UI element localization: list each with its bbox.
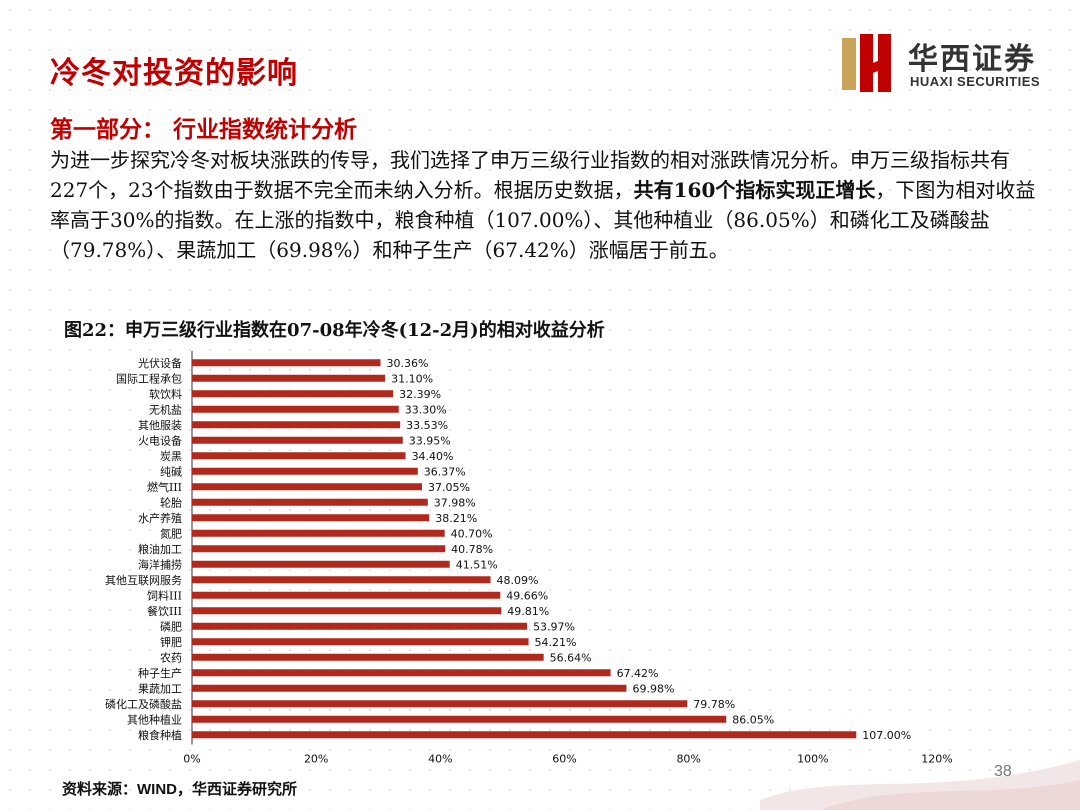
bar-4 bbox=[192, 421, 401, 429]
category-label-24: 粮食种植 bbox=[138, 728, 182, 742]
category-label-17: 磷肥 bbox=[160, 620, 182, 633]
value-label-10: 38.21% bbox=[435, 512, 477, 525]
category-label-6: 炭黑 bbox=[160, 450, 182, 463]
bar-8 bbox=[192, 483, 423, 491]
category-label-12: 粮油加工 bbox=[138, 542, 182, 556]
bar-0 bbox=[192, 359, 381, 367]
value-label-5: 33.95% bbox=[409, 434, 451, 447]
value-label-18: 54.21% bbox=[535, 636, 577, 649]
category-label-10: 水产养殖 bbox=[138, 511, 182, 525]
bar-14 bbox=[192, 576, 491, 584]
x-tick-label-4: 80% bbox=[676, 753, 700, 766]
bar-21 bbox=[192, 684, 627, 692]
category-label-7: 纯碱 bbox=[160, 465, 182, 478]
bar-12 bbox=[192, 545, 446, 553]
x-tick-label-1: 20% bbox=[304, 753, 328, 766]
category-label-3: 无机盐 bbox=[149, 402, 182, 416]
x-tick-label-2: 40% bbox=[428, 753, 452, 766]
chart-title: 图22：申万三级行业指数在07-08年冷冬(12-2月)的相对收益分析 bbox=[64, 320, 605, 341]
bar-24 bbox=[192, 731, 857, 739]
category-label-16: 餐饮III bbox=[147, 604, 182, 618]
value-label-9: 37.98% bbox=[434, 496, 476, 509]
value-label-0: 30.36% bbox=[386, 357, 428, 370]
bar-23 bbox=[192, 715, 727, 723]
bar-1 bbox=[192, 374, 386, 382]
bar-2 bbox=[192, 390, 394, 398]
x-tick-label-3: 60% bbox=[552, 753, 576, 766]
value-label-22: 79.78% bbox=[693, 698, 735, 711]
page-title: 冷冬对投资的影响 bbox=[50, 56, 298, 91]
category-label-1: 国际工程承包 bbox=[116, 372, 182, 385]
category-label-13: 海洋捕捞 bbox=[138, 557, 182, 571]
bar-22 bbox=[192, 700, 688, 708]
category-label-0: 光伏设备 bbox=[138, 356, 182, 370]
value-label-16: 49.81% bbox=[507, 605, 549, 618]
bar-15 bbox=[192, 591, 501, 599]
category-label-20: 种子生产 bbox=[138, 666, 182, 680]
decorative-waves bbox=[760, 760, 1080, 810]
bar-3 bbox=[192, 405, 399, 413]
category-label-23: 其他种植业 bbox=[127, 712, 182, 726]
bar-5 bbox=[192, 436, 403, 444]
company-logo: 华西证券 HUAXI SECURITIES bbox=[842, 34, 1052, 94]
value-label-17: 53.97% bbox=[533, 620, 575, 633]
value-label-24: 107.00% bbox=[862, 729, 911, 742]
bar-16 bbox=[192, 607, 502, 615]
value-label-12: 40.78% bbox=[451, 543, 493, 556]
huaxi-logo-icon bbox=[842, 34, 891, 92]
category-label-11: 氮肥 bbox=[160, 526, 182, 540]
value-label-2: 32.39% bbox=[399, 388, 441, 401]
bar-6 bbox=[192, 452, 406, 460]
logo-english-name: HUAXI SECURITIES bbox=[910, 74, 1041, 89]
body-paragraph: 为进一步探究冷冬对板块涨跌的传导，我们选择了申万三级行业指数的相对涨跌情况分析。… bbox=[50, 145, 1040, 265]
page-number: 38 bbox=[994, 763, 1012, 780]
logo-chinese-name: 华西证券 bbox=[908, 42, 1036, 77]
value-label-19: 56.64% bbox=[550, 651, 592, 664]
category-label-14: 其他互联网服务 bbox=[105, 574, 182, 587]
bar-19 bbox=[192, 653, 544, 661]
section-subtitle: 第一部分： 行业指数统计分析 bbox=[50, 116, 358, 143]
value-label-15: 49.66% bbox=[506, 589, 548, 602]
category-label-18: 钾肥 bbox=[160, 635, 182, 649]
category-label-22: 磷化工及磷酸盐 bbox=[105, 697, 182, 711]
value-label-4: 33.53% bbox=[406, 419, 448, 432]
body-text-bold: 共有160个指标实现正增长 bbox=[633, 178, 876, 202]
category-label-2: 软饮料 bbox=[149, 387, 182, 401]
value-label-21: 69.98% bbox=[632, 682, 674, 695]
bar-9 bbox=[192, 498, 428, 506]
value-label-3: 33.30% bbox=[405, 403, 447, 416]
bar-20 bbox=[192, 669, 611, 677]
data-source: 资料来源：WIND，华西证券研究所 bbox=[62, 781, 297, 798]
value-label-13: 41.51% bbox=[456, 558, 498, 571]
bar-13 bbox=[192, 560, 450, 568]
value-label-7: 36.37% bbox=[424, 465, 466, 478]
category-label-8: 燃气III bbox=[147, 480, 182, 494]
value-label-6: 34.40% bbox=[412, 450, 454, 463]
category-label-5: 火电设备 bbox=[138, 433, 182, 447]
body-text-part1: 为进一步探究冷冬对板块涨跌的传导，我们选择了申万三级行业指数的相对涨跌情况分析。… bbox=[50, 148, 1010, 202]
value-label-1: 31.10% bbox=[391, 372, 433, 385]
value-label-8: 37.05% bbox=[428, 481, 470, 494]
bar-18 bbox=[192, 638, 529, 646]
value-label-14: 48.09% bbox=[497, 574, 539, 587]
category-label-15: 饲料III bbox=[147, 588, 182, 602]
category-label-9: 轮胎 bbox=[160, 495, 182, 509]
value-label-20: 67.42% bbox=[617, 667, 659, 680]
category-label-19: 农药 bbox=[160, 650, 182, 664]
value-label-11: 40.70% bbox=[451, 527, 493, 540]
x-tick-label-0: 0% bbox=[183, 753, 200, 766]
bar-11 bbox=[192, 529, 445, 537]
bar-7 bbox=[192, 467, 418, 475]
x-tick-label-6: 120% bbox=[921, 753, 952, 766]
category-label-21: 果蔬加工 bbox=[138, 682, 182, 695]
x-tick-label-5: 100% bbox=[797, 753, 828, 766]
value-label-23: 86.05% bbox=[732, 713, 774, 726]
bar-10 bbox=[192, 514, 430, 522]
body-text-part2: ，下图为相对收益率高于30%的指数。在上涨的指数中，粮食种植（107.00%）、… bbox=[50, 178, 1036, 262]
category-label-4: 其他服装 bbox=[138, 419, 182, 432]
bar-chart: 光伏设备 30.36% 国际工程承包 31.10% 软饮料 32.39% 无机盐 33.30%… bbox=[105, 351, 953, 766]
bar-17 bbox=[192, 622, 528, 630]
